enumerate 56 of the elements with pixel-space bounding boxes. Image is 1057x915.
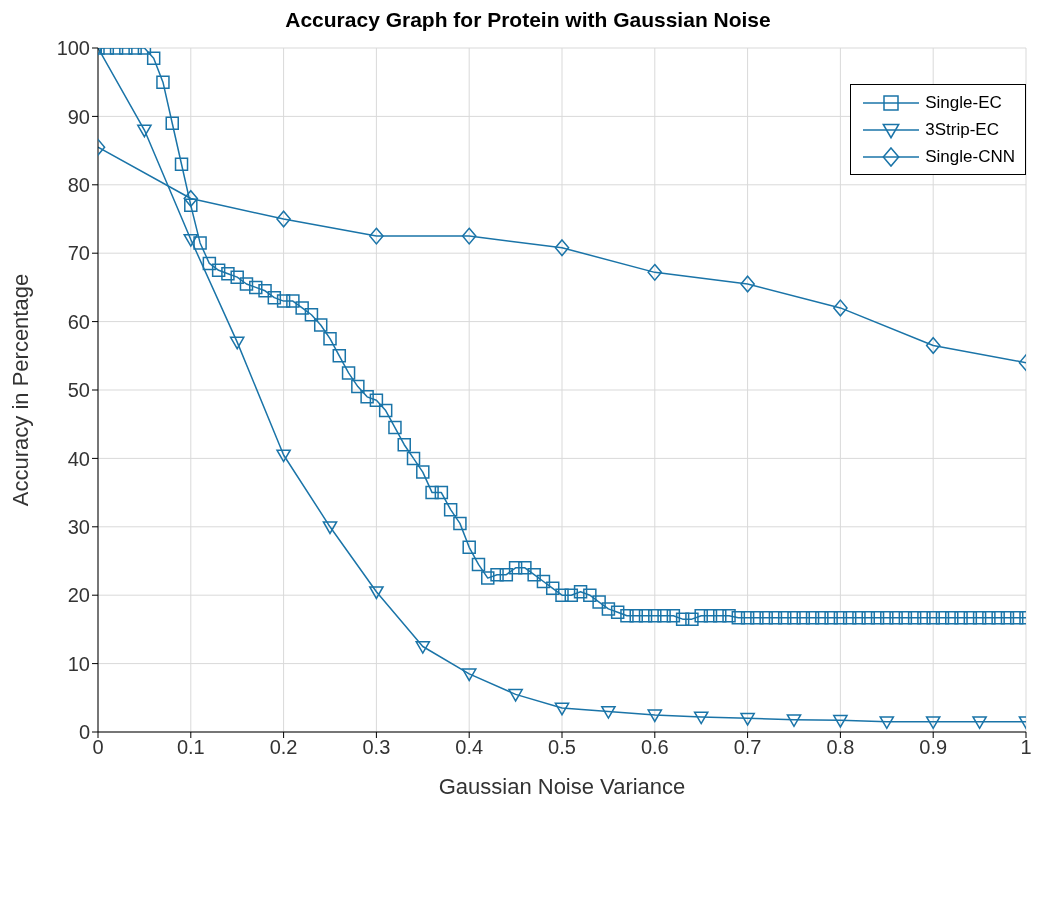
- point: [554, 239, 570, 257]
- legend-label: Single-EC: [925, 92, 1002, 113]
- y-tick-label: 100: [56, 37, 90, 60]
- point: [461, 668, 477, 682]
- x-tick-label: 0.7: [733, 736, 762, 759]
- y-tick-label: 80: [67, 173, 90, 196]
- point: [647, 263, 663, 281]
- y-tick-label: 50: [67, 379, 90, 402]
- point: [369, 227, 384, 245]
- x-tick-label: 0.5: [548, 736, 576, 759]
- x-tick-label: 0.1: [176, 736, 205, 759]
- point: [740, 712, 755, 726]
- y-tick-label: 30: [67, 515, 90, 538]
- y-tick-label: 60: [67, 310, 90, 333]
- x-tick-label: 0.4: [455, 736, 484, 759]
- point: [183, 233, 199, 247]
- y-tick-label: 10: [67, 652, 90, 675]
- point: [833, 299, 848, 317]
- point: [554, 702, 570, 716]
- point: [925, 716, 941, 730]
- legend-label: 3Strip-EC: [925, 119, 999, 140]
- x-tick-label: 0.6: [640, 736, 669, 759]
- point: [972, 716, 987, 730]
- point: [693, 711, 709, 725]
- point: [647, 709, 663, 723]
- point: [137, 124, 152, 138]
- x-axis-title: Gaussian Noise Variance: [438, 774, 686, 799]
- x-tick-label: 0.9: [919, 736, 948, 759]
- point: [276, 449, 291, 463]
- y-tick-label: 70: [67, 242, 90, 265]
- x-tick-label: 0.2: [269, 736, 298, 759]
- point: [601, 705, 616, 719]
- y-tick-label: 0: [78, 721, 90, 744]
- point: [879, 716, 895, 730]
- point: [322, 521, 338, 535]
- point: [786, 714, 802, 728]
- y-tick-label: 90: [67, 105, 90, 128]
- point: [369, 586, 384, 600]
- point: [925, 336, 941, 355]
- y-axis-title: Accuracy in Percentage: [7, 273, 33, 507]
- point: [833, 714, 848, 728]
- point: [508, 688, 523, 702]
- chart-title: Accuracy Graph for Protein with Gaussian Noise: [284, 8, 772, 33]
- point: [276, 210, 291, 228]
- legend-label: Single-CNN: [925, 146, 1015, 167]
- point: [740, 275, 755, 293]
- y-tick-label: 20: [67, 584, 90, 607]
- x-tick-label: 1: [1020, 736, 1032, 759]
- point: [183, 189, 199, 208]
- x-tick-label: 0.3: [362, 736, 391, 759]
- x-tick-label: 0: [92, 736, 104, 759]
- point: [415, 640, 431, 654]
- point: [229, 336, 245, 350]
- y-tick-label: 40: [67, 447, 90, 470]
- x-tick-label: 0.8: [826, 736, 855, 759]
- point: [461, 227, 477, 245]
